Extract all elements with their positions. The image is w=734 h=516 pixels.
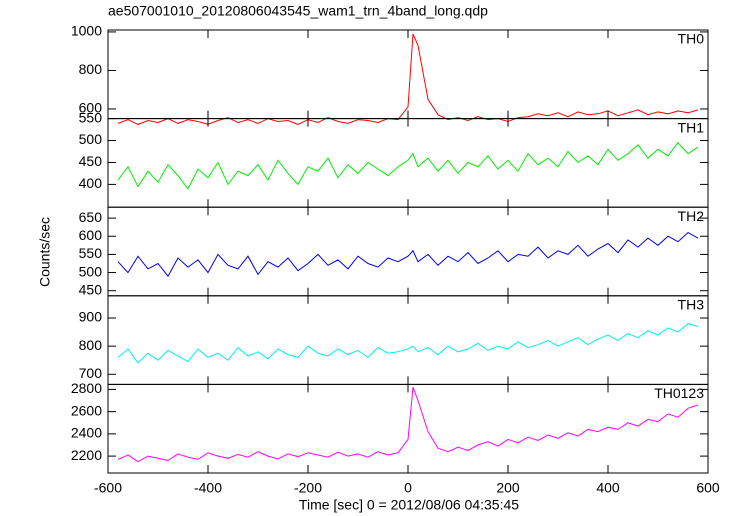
x-tick-label: -200: [294, 480, 322, 496]
series-label: TH3: [678, 297, 705, 313]
y-tick-label: 500: [79, 263, 103, 279]
y-tick-label: 600: [79, 100, 103, 116]
y-tick-label: 550: [79, 245, 103, 261]
x-tick-label: 600: [696, 480, 720, 496]
x-tick-label: 200: [496, 480, 520, 496]
series-label: TH1: [678, 119, 705, 135]
y-tick-label: 550: [79, 109, 103, 125]
series-line: [117, 141, 699, 190]
y-tick-label: 450: [79, 281, 103, 297]
x-tick-label: -600: [94, 480, 122, 496]
x-tick-label: -400: [194, 480, 222, 496]
series-line: [117, 387, 699, 463]
x-axis-label: Time [sec] 0 = 2012/08/06 04:35:45: [299, 497, 519, 513]
chart-title: ae507001010_20120806043545_wam1_trn_4ban…: [108, 3, 488, 19]
series-label: TH2: [678, 208, 705, 224]
y-tick-label: 2600: [71, 402, 102, 418]
series-line: [117, 323, 699, 364]
y-tick-label: 400: [79, 175, 103, 191]
panel-frame: [107, 383, 709, 474]
y-tick-label: 2200: [71, 447, 102, 463]
y-axis-label: Counts/sec: [37, 217, 53, 287]
y-tick-label: 2400: [71, 425, 102, 441]
y-tick-label: 800: [79, 61, 103, 77]
y-tick-label: 900: [79, 309, 103, 325]
panel-frame: [107, 118, 709, 208]
y-tick-label: 800: [79, 337, 103, 353]
series-label: TH0: [678, 31, 705, 47]
series-label: TH0123: [654, 385, 704, 401]
y-tick-label: 600: [79, 227, 103, 243]
y-tick-label: 650: [79, 209, 103, 225]
y-tick-label: 450: [79, 153, 103, 169]
panel-frame: [107, 206, 709, 297]
y-tick-label: 1000: [71, 23, 102, 39]
x-tick-label: 0: [404, 480, 412, 496]
series-line: [117, 33, 699, 125]
series-line: [117, 231, 699, 278]
y-tick-label: 500: [79, 131, 103, 147]
y-tick-label: 2800: [71, 380, 102, 396]
x-tick-label: 400: [596, 480, 620, 496]
y-tick-label: 700: [79, 365, 103, 381]
